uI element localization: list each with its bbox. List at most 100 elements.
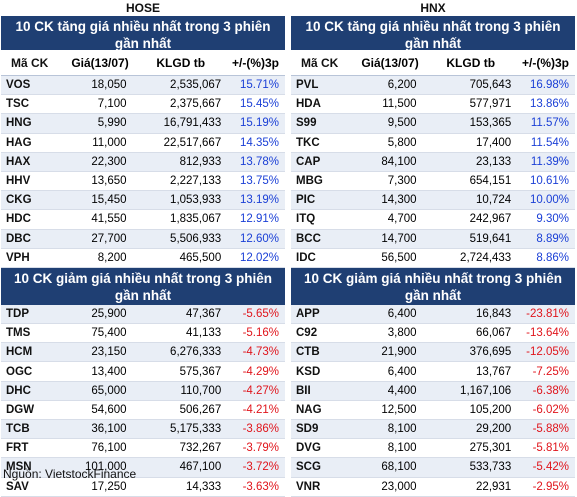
table-row: CTB 21,900 376,695 -12.05% xyxy=(291,343,575,363)
stock-code: BCC xyxy=(296,232,321,245)
change-pct: 8.89% xyxy=(536,232,569,245)
change-pct: -4.29% xyxy=(242,365,279,378)
price: 56,500 xyxy=(381,251,417,264)
avg-volume: 1,167,106 xyxy=(460,384,512,397)
avg-volume: 41,133 xyxy=(186,327,222,340)
avg-volume: 22,517,667 xyxy=(163,136,222,149)
change-pct: -3.79% xyxy=(242,442,279,455)
stock-code: TSC xyxy=(6,98,29,111)
stock-code: MSN xyxy=(6,461,32,474)
price: 21,900 xyxy=(381,346,417,359)
avg-volume: 519,641 xyxy=(469,232,512,245)
stock-code: HDA xyxy=(296,98,321,111)
price: 11,500 xyxy=(382,98,417,111)
price: 65,000 xyxy=(91,384,127,397)
hnx-gainers-header: Mã CK Giá(13/07) KLGD tb +/-(%)3p xyxy=(291,50,575,76)
stock-code: HAX xyxy=(6,155,31,168)
price: 101,000 xyxy=(84,461,127,474)
price: 75,400 xyxy=(91,327,127,340)
table-row: IDC 56,500 2,724,433 8.86% xyxy=(291,248,575,268)
hnx-gainers-table: PVL 6,200 705,643 16.98% HDA 11,500 577,971 13.… xyxy=(291,76,575,268)
price: 14,300 xyxy=(381,194,417,207)
change-pct: -4.21% xyxy=(242,403,279,416)
table-row: VPH 8,200 465,500 12.02% xyxy=(1,248,285,268)
avg-volume: 506,267 xyxy=(179,403,222,416)
avg-volume: 47,367 xyxy=(186,307,222,320)
stock-code: HAG xyxy=(6,136,32,149)
stock-code: CTB xyxy=(296,346,320,359)
stock-code: HDC xyxy=(6,213,31,226)
stock-code: DVG xyxy=(296,442,321,455)
change-pct: 13.75% xyxy=(239,175,279,188)
table-row: CKG 15,450 1,053,933 13.19% xyxy=(1,191,285,211)
change-pct: -2.95% xyxy=(532,480,569,493)
col-header-price: Giá(13/07) xyxy=(71,55,129,70)
price: 4,700 xyxy=(387,213,417,226)
avg-volume: 275,301 xyxy=(469,442,512,455)
avg-volume: 705,643 xyxy=(469,79,512,92)
col-header-code: Mã CK xyxy=(11,55,49,70)
stock-code: HCM xyxy=(6,346,33,359)
price: 84,100 xyxy=(381,155,417,168)
avg-volume: 2,724,433 xyxy=(460,251,512,264)
stock-code: VNR xyxy=(296,480,321,493)
table-row: APP 6,400 16,843 -23.81% xyxy=(291,304,575,325)
stock-code: OGC xyxy=(6,365,33,378)
price: 8,100 xyxy=(387,442,417,455)
table-row: SD9 8,100 29,200 -5.88% xyxy=(291,420,575,440)
stock-code: IDC xyxy=(296,251,316,264)
hnx-panel: HNX 10 CK tăng giá nhiều nhất trong 3 ph… xyxy=(291,0,575,497)
change-pct: -23.81% xyxy=(526,307,569,320)
table-row: HAG 11,000 22,517,667 14.35% xyxy=(1,133,285,153)
change-pct: 16.98% xyxy=(529,79,569,92)
hnx-losers-table: APP 6,400 16,843 -23.81% C92 3,800 66,067 -13.6… xyxy=(291,304,575,497)
avg-volume: 110,700 xyxy=(180,384,222,397)
change-pct: -3.86% xyxy=(242,423,279,436)
stock-code: SCG xyxy=(296,461,321,474)
price: 68,100 xyxy=(381,461,417,474)
price: 6,200 xyxy=(387,79,417,92)
avg-volume: 2,375,667 xyxy=(170,98,222,111)
change-pct: 13.86% xyxy=(529,98,569,111)
change-pct: 12.91% xyxy=(239,213,279,226)
price: 76,100 xyxy=(91,442,127,455)
price: 4,400 xyxy=(387,384,417,397)
avg-volume: 6,276,333 xyxy=(170,346,222,359)
table-row: TKC 5,800 17,400 11.54% xyxy=(291,133,575,153)
stock-code: DHC xyxy=(6,384,31,397)
table-row: TMS 75,400 41,133 -5.16% xyxy=(1,324,285,344)
hnx-gainers-title: 10 CK tăng giá nhiều nhất trong 3 phiên … xyxy=(291,16,575,51)
stock-code: APP xyxy=(296,307,320,320)
change-pct: 13.78% xyxy=(239,155,279,168)
stock-code: SD9 xyxy=(296,423,319,436)
hose-losers-table: TDP 25,900 47,367 -5.65% TMS 75,400 41,133 -5.1… xyxy=(1,304,285,497)
price: 23,150 xyxy=(91,346,127,359)
price: 13,650 xyxy=(91,175,127,188)
avg-volume: 16,843 xyxy=(476,307,512,320)
change-pct: -5.42% xyxy=(532,461,569,474)
change-pct: 15.71% xyxy=(239,79,279,92)
change-pct: 9.30% xyxy=(536,213,569,226)
avg-volume: 1,053,933 xyxy=(170,194,222,207)
table-row: BCC 14,700 519,641 8.89% xyxy=(291,229,575,249)
hose-panel: HOSE 10 CK tăng giá nhiều nhất trong 3 p… xyxy=(1,0,285,497)
change-pct: 10.00% xyxy=(529,194,569,207)
change-pct: 11.39% xyxy=(530,155,569,168)
hose-gainers-title: 10 CK tăng giá nhiều nhất trong 3 phiên … xyxy=(1,16,285,51)
price: 13,400 xyxy=(91,365,127,378)
table-row: HHV 13,650 2,227,133 13.75% xyxy=(1,171,285,192)
change-pct: -3.72% xyxy=(242,461,279,474)
price: 54,600 xyxy=(91,403,127,416)
table-row: KSD 6,400 13,767 -7.25% xyxy=(291,362,575,382)
stock-code: CAP xyxy=(296,155,321,168)
price: 9,500 xyxy=(387,117,417,130)
price: 41,550 xyxy=(91,213,127,226)
avg-volume: 23,133 xyxy=(476,155,512,168)
table-row: ITQ 4,700 242,967 9.30% xyxy=(291,210,575,230)
table-row: HNG 5,990 16,791,433 15.19% xyxy=(1,114,285,134)
table-row: HAX 22,300 812,933 13.78% xyxy=(1,152,285,172)
price: 6,400 xyxy=(387,365,417,378)
price: 15,450 xyxy=(91,194,127,207)
avg-volume: 465,500 xyxy=(179,251,222,264)
table-row: DHC 65,000 110,700 -4.27% xyxy=(1,381,285,401)
